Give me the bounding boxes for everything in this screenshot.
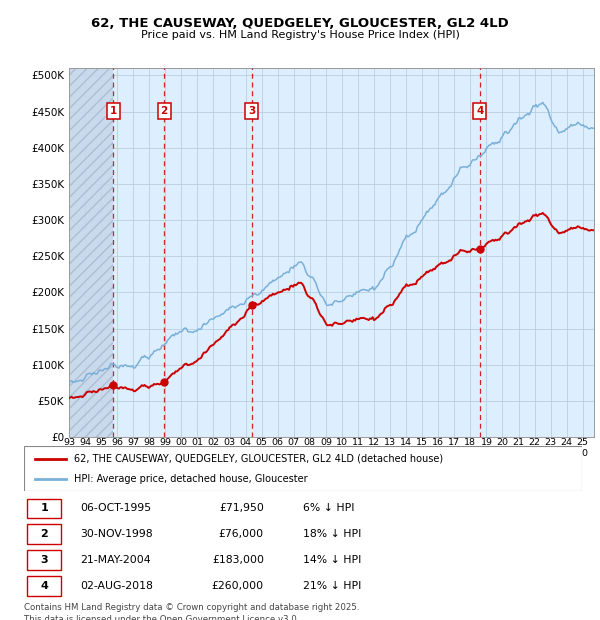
Text: 2: 2 [40,529,48,539]
Text: 1: 1 [40,503,48,513]
FancyBboxPatch shape [24,446,582,491]
Text: 21% ↓ HPI: 21% ↓ HPI [303,581,361,591]
Text: £76,000: £76,000 [219,529,264,539]
Text: 18% ↓ HPI: 18% ↓ HPI [303,529,361,539]
Text: £183,000: £183,000 [212,555,264,565]
Text: 1: 1 [110,105,117,115]
Bar [69,68,113,437]
Text: 6% ↓ HPI: 6% ↓ HPI [303,503,355,513]
Text: 21-MAY-2004: 21-MAY-2004 [80,555,151,565]
Text: £260,000: £260,000 [212,581,264,591]
Text: 3: 3 [248,105,256,115]
FancyBboxPatch shape [27,498,61,518]
Text: 4: 4 [476,105,484,115]
FancyBboxPatch shape [27,551,61,570]
Text: 4: 4 [40,581,48,591]
FancyBboxPatch shape [27,576,61,596]
Text: Price paid vs. HM Land Registry's House Price Index (HPI): Price paid vs. HM Land Registry's House … [140,30,460,40]
Text: 62, THE CAUSEWAY, QUEDGELEY, GLOUCESTER, GL2 4LD (detached house): 62, THE CAUSEWAY, QUEDGELEY, GLOUCESTER,… [74,454,443,464]
Text: 06-OCT-1995: 06-OCT-1995 [80,503,151,513]
Text: 3: 3 [40,555,48,565]
Text: 14% ↓ HPI: 14% ↓ HPI [303,555,361,565]
Text: 2: 2 [160,105,167,115]
Text: 62, THE CAUSEWAY, QUEDGELEY, GLOUCESTER, GL2 4LD: 62, THE CAUSEWAY, QUEDGELEY, GLOUCESTER,… [91,17,509,30]
Text: £71,950: £71,950 [219,503,264,513]
FancyBboxPatch shape [27,525,61,544]
Text: 30-NOV-1998: 30-NOV-1998 [80,529,152,539]
Text: 02-AUG-2018: 02-AUG-2018 [80,581,152,591]
Text: HPI: Average price, detached house, Gloucester: HPI: Average price, detached house, Glou… [74,474,308,484]
Text: Contains HM Land Registry data © Crown copyright and database right 2025.
This d: Contains HM Land Registry data © Crown c… [24,603,359,620]
